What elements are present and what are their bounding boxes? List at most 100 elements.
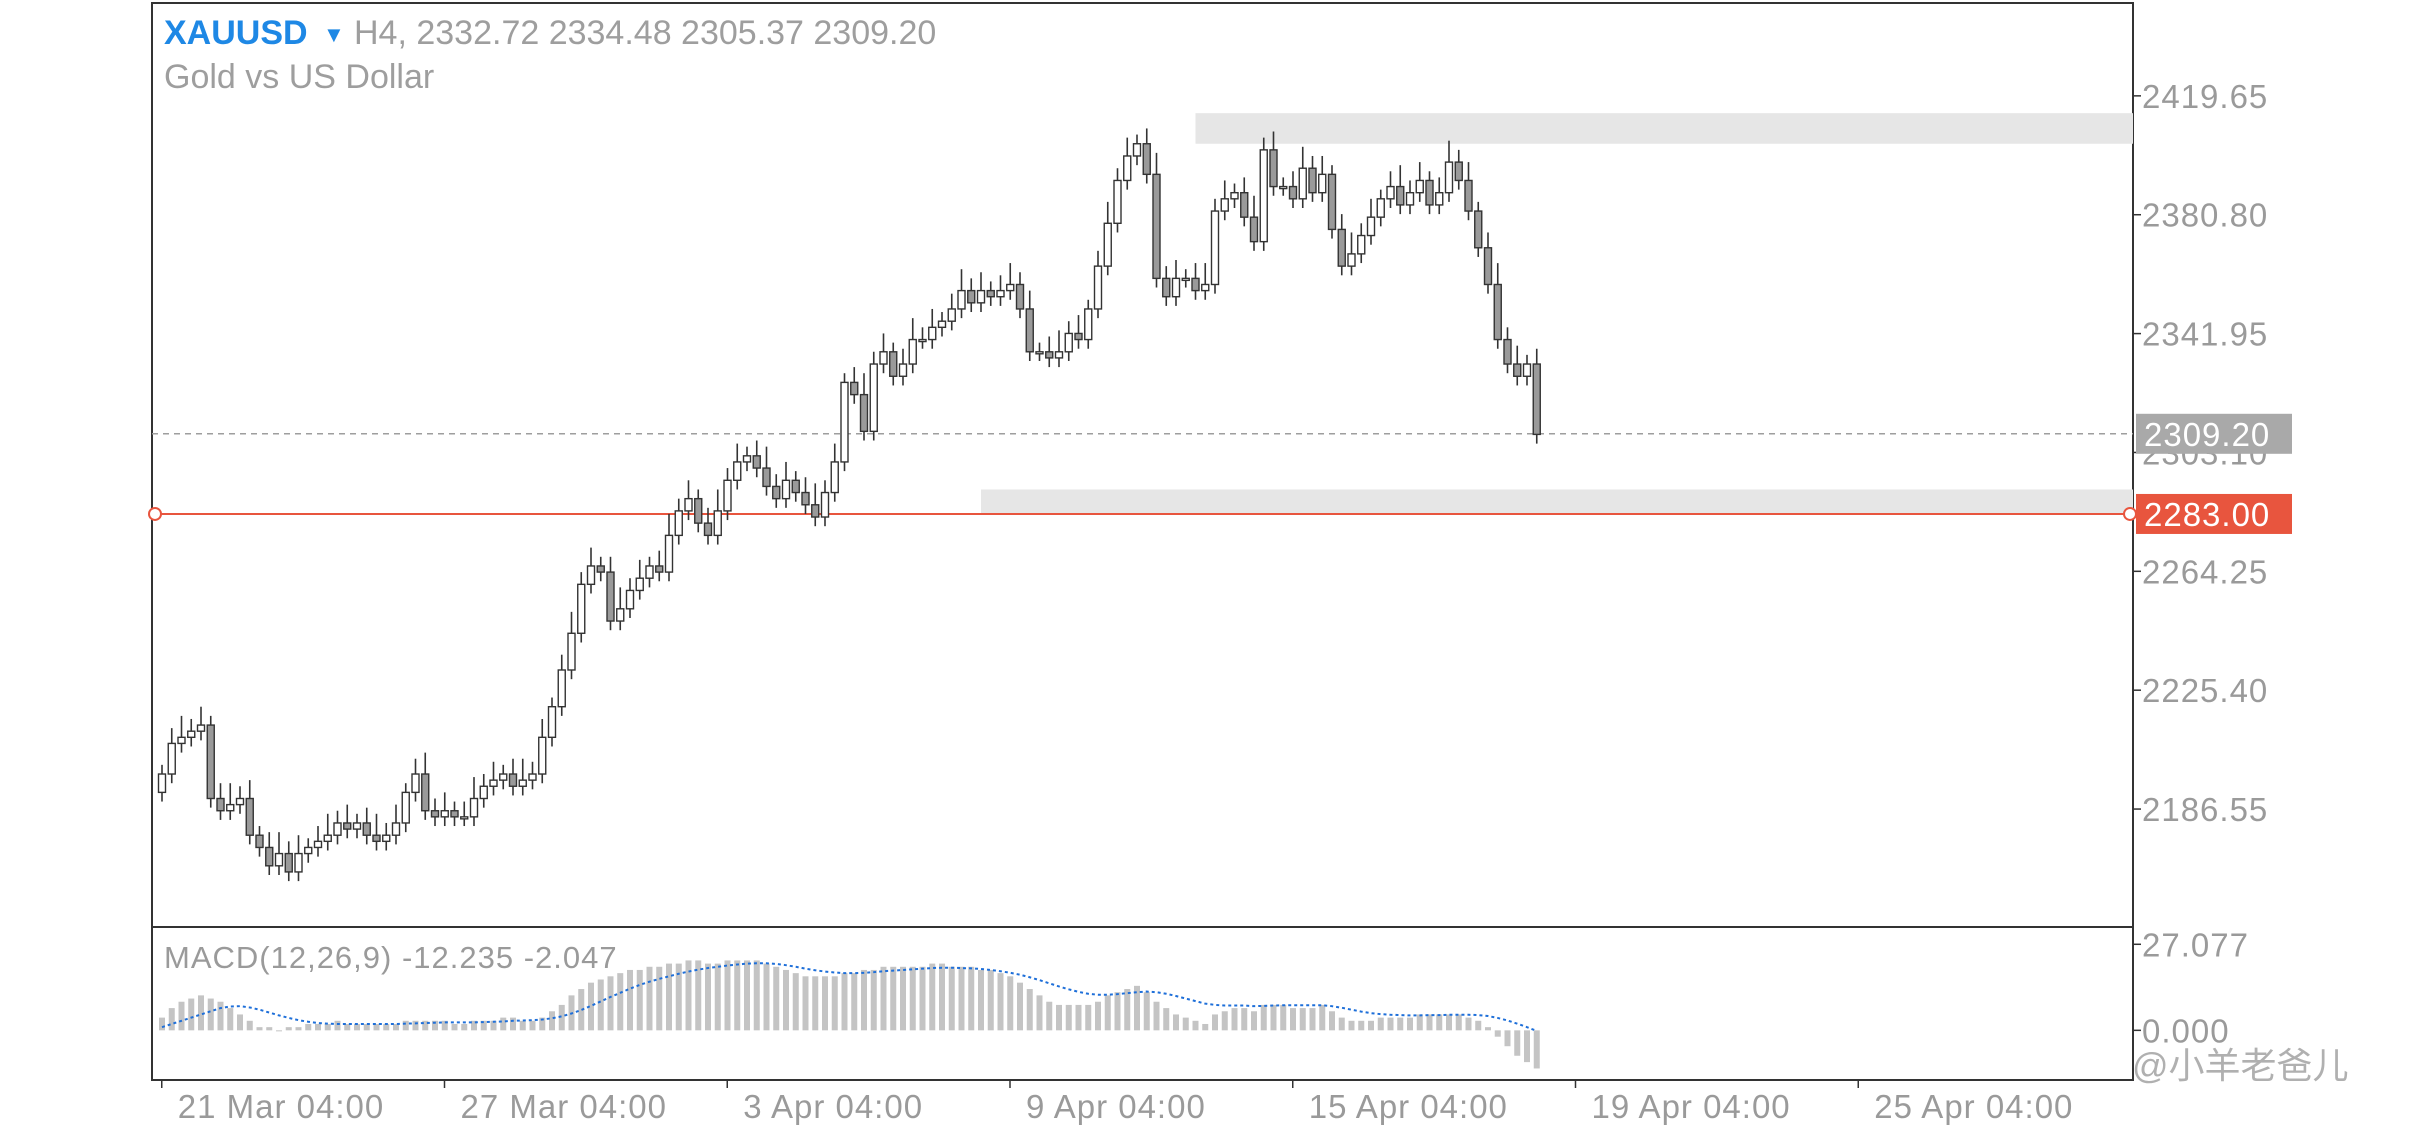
candle-body [1054, 351, 1064, 359]
candle-body [362, 822, 371, 836]
time-tick-label: 21 Mar 04:00 [178, 1088, 384, 1125]
candle-body [655, 565, 664, 573]
candle-body [1084, 308, 1093, 341]
candle-body [1532, 363, 1541, 436]
macd-histogram-bar [1319, 1004, 1326, 1031]
macd-histogram-bar [266, 1027, 273, 1031]
candle-body [206, 724, 215, 800]
candle-body [1132, 143, 1142, 157]
macd-histogram-bar [880, 966, 887, 1031]
time-tick-label: 9 Apr 04:00 [1026, 1088, 1206, 1125]
candle-body [976, 289, 986, 304]
macd-histogram-bar [1075, 1004, 1082, 1031]
macd-histogram-bar [968, 966, 975, 1031]
candle-body [255, 834, 264, 849]
candle-body [625, 589, 635, 610]
symbol-description: Gold vs US Dollar [164, 58, 434, 96]
candle-body [908, 338, 917, 365]
candle-body [411, 773, 420, 794]
macd-histogram-bar [763, 963, 770, 1031]
symbol-label[interactable]: XAUUSD [164, 14, 308, 52]
macd-histogram-bar [861, 969, 867, 1031]
macd-histogram-bar [227, 1008, 234, 1031]
macd-histogram-bar [744, 960, 750, 1031]
macd-histogram-bar [783, 969, 789, 1031]
candle-body [518, 779, 527, 787]
candle-body [382, 834, 391, 843]
candle-body [898, 363, 908, 377]
macd-histogram-bar [714, 963, 721, 1031]
macd-histogram-bar [1134, 985, 1140, 1031]
macd-histogram-bar [1095, 1001, 1101, 1031]
macd-histogram-bar [256, 1027, 263, 1031]
candle-body [1142, 143, 1151, 176]
macd-histogram-bar [1163, 1008, 1170, 1031]
macd-histogram-bar [1212, 1014, 1218, 1031]
macd-histogram-bar [1465, 1017, 1472, 1031]
zone-layer [981, 113, 2133, 514]
macd-histogram-bar [412, 1020, 419, 1031]
macd-histogram-bar [451, 1023, 458, 1031]
candle-body [762, 467, 771, 488]
macd-histogram-bar [1260, 1004, 1267, 1031]
macd-histogram-bar [656, 966, 663, 1031]
candle-body [1405, 191, 1415, 206]
macd-histogram-bar [539, 1017, 546, 1031]
macd-histogram-bar [1173, 1014, 1179, 1031]
macd-histogram-bar [1387, 1017, 1394, 1031]
candle-body [1191, 277, 1200, 292]
candle-body [820, 491, 830, 518]
candle-body [781, 479, 791, 500]
macd-histogram-bar [1475, 1020, 1482, 1031]
alert-line-handle-right[interactable] [2123, 506, 2137, 521]
macd-histogram-bar [753, 960, 760, 1031]
price-tick-label: 2341.95 [2142, 316, 2268, 353]
macd-histogram-bar [1416, 1014, 1423, 1031]
macd-histogram-bar [510, 1017, 516, 1031]
candle-body [1035, 351, 1044, 355]
time-tick-label: 25 Apr 04:00 [1874, 1088, 2073, 1125]
macd-histogram-bar [198, 995, 204, 1031]
macd-histogram-bar [1426, 1014, 1433, 1031]
macd-histogram-bar [958, 966, 965, 1031]
candle-body [889, 351, 898, 377]
macd-histogram-bar [607, 976, 614, 1031]
candle-body [772, 485, 781, 500]
macd-histogram-bar [636, 969, 643, 1031]
macd-histogram-bar [393, 1023, 399, 1031]
candle-body [694, 497, 703, 524]
macd-axis: 27.077 0.000 [2133, 926, 2248, 1049]
macd-histogram-bar [948, 966, 955, 1031]
candle-body [1357, 234, 1366, 255]
candle-body [1337, 228, 1346, 267]
macd-histogram-bar [1290, 1008, 1296, 1031]
macd-histogram-bar [354, 1023, 360, 1031]
candle-body [528, 773, 537, 781]
candle-body [811, 504, 820, 518]
alert-line[interactable] [148, 506, 2137, 521]
triangle-down-icon[interactable]: ▼ [323, 22, 345, 47]
candle-body [1113, 179, 1122, 224]
candle-body [177, 736, 186, 745]
macd-histogram-bar [685, 960, 692, 1031]
macd-histogram-bar [373, 1023, 380, 1031]
candle-body [742, 455, 752, 463]
candle-body [1396, 185, 1405, 206]
macd-histogram-bar [1182, 1017, 1189, 1031]
candle-body [547, 706, 557, 739]
macd-histogram-bar [890, 966, 897, 1031]
current-price-tag-text: 2309.20 [2144, 416, 2270, 453]
candle-body [323, 834, 332, 843]
macd-histogram-bar [1104, 995, 1111, 1031]
candle-body [1162, 277, 1171, 298]
macd-histogram-bar [1221, 1011, 1228, 1031]
candle-body [928, 326, 937, 341]
macd-histogram-bar [1436, 1014, 1443, 1031]
macd-indicator-label[interactable]: MACD(12,26,9) -12.235 -2.047 [164, 940, 618, 975]
macd-histogram-bar [987, 969, 994, 1031]
candle-body [226, 803, 235, 812]
alert-line-handle-left[interactable] [148, 506, 162, 521]
candle-body [499, 773, 508, 781]
macd-histogram-bar [1017, 982, 1023, 1031]
